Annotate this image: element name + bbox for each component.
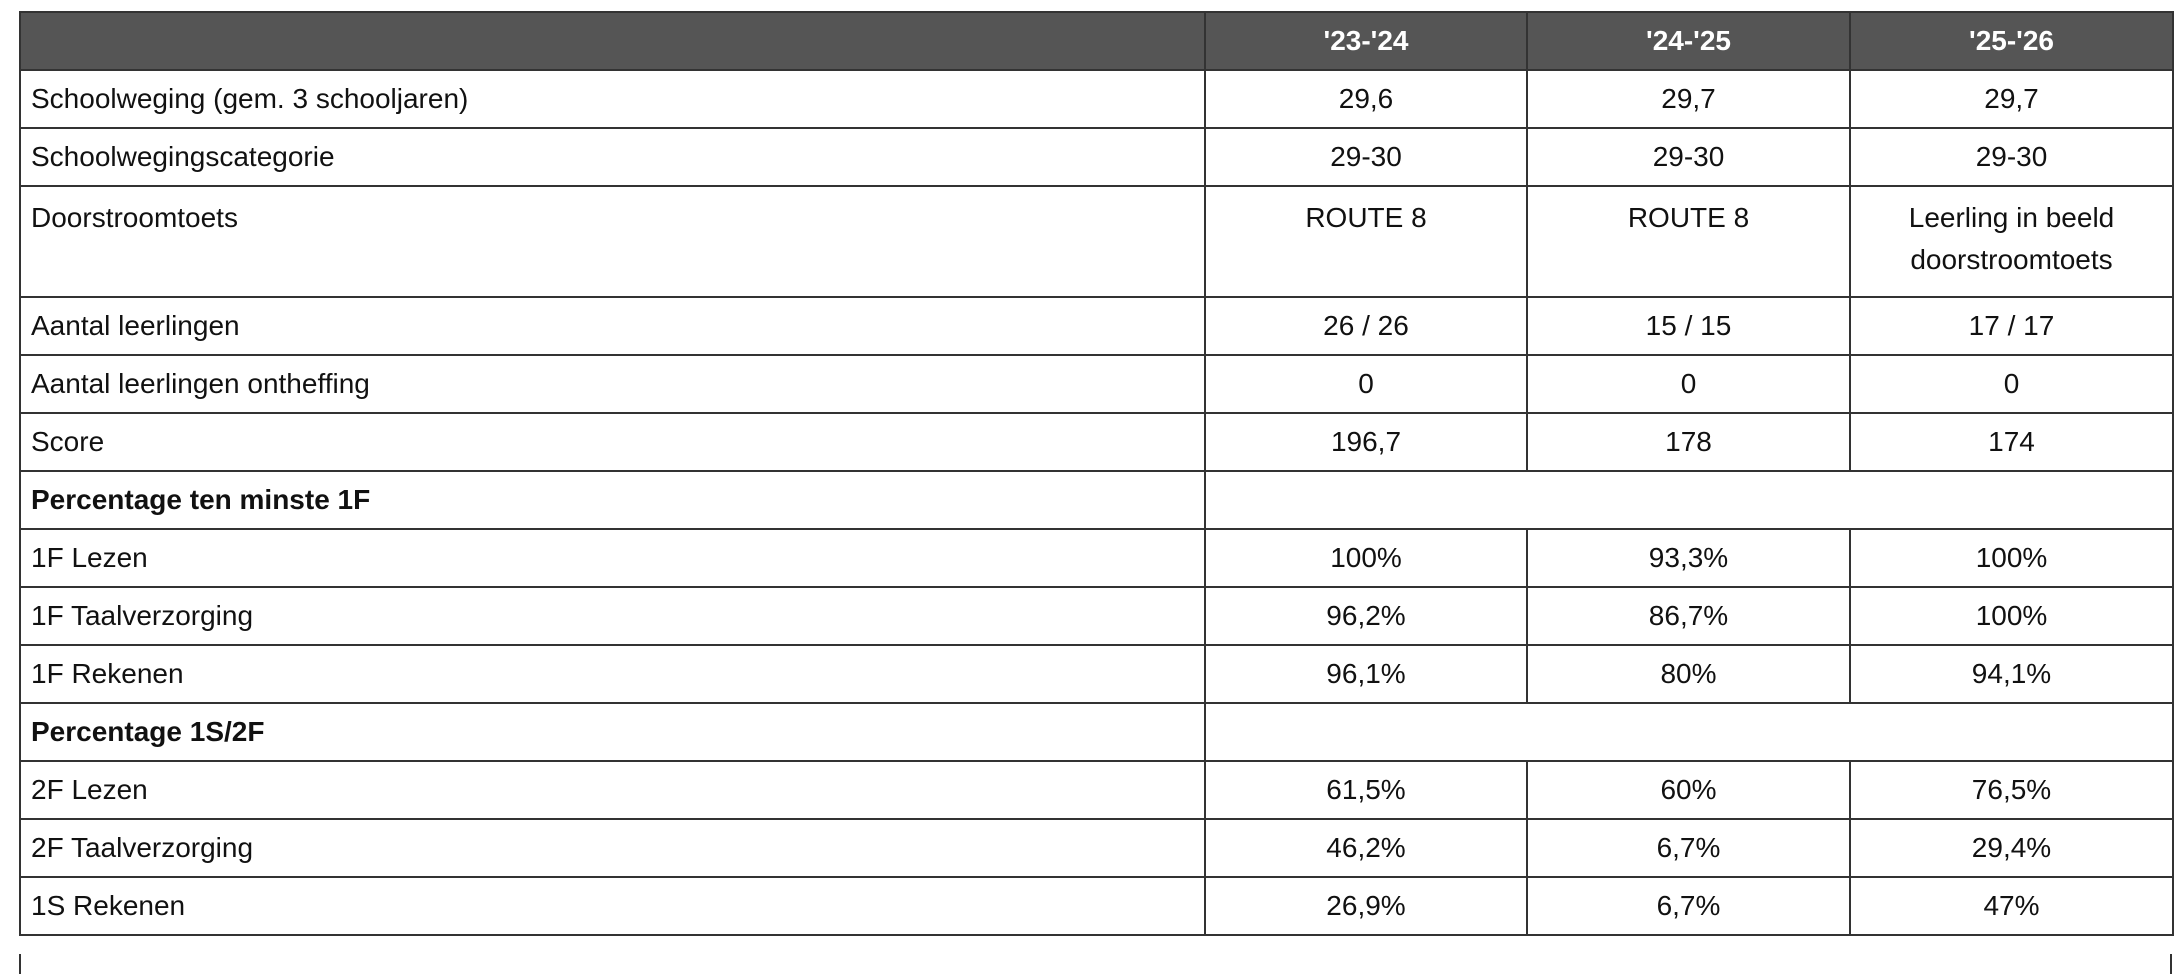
value-cell: 17 / 17: [1849, 296, 2174, 356]
value-cell: 26,9%: [1204, 876, 1528, 936]
data-row: Schoolweging (gem. 3 schooljaren) 29,6 29,…: [19, 69, 2174, 129]
header-row: '23-'24'24-'25'25-'26: [19, 11, 2174, 71]
row-label: 2F Lezen: [19, 760, 1206, 820]
row-label: 2F Taalverzorging: [19, 818, 1206, 878]
data-row: 2F Lezen 61,5% 60% 76,5%: [19, 760, 2174, 820]
row-label: Score: [19, 412, 1206, 472]
value-cell: 6,7%: [1526, 876, 1851, 936]
data-row: 1F Lezen 100% 93,3% 100%: [19, 528, 2174, 588]
value-cell: 100%: [1849, 586, 2174, 646]
row-label: Schoolwegingscategorie: [19, 127, 1206, 187]
data-row: Aantal leerlingen 26 / 26 15 / 15 17 / 17: [19, 296, 2174, 356]
section-label: Percentage ten minste 1F: [19, 470, 1206, 530]
value-cell: 93,3%: [1526, 528, 1851, 588]
value-cell: 94,1%: [1849, 644, 2174, 704]
row-label: 1F Lezen: [19, 528, 1206, 588]
value-cell: ROUTE 8: [1526, 185, 1851, 298]
data-row: Score 196,7 178 174: [19, 412, 2174, 472]
row-label: Doorstroomtoets: [19, 185, 1206, 298]
value-cell: 61,5%: [1204, 760, 1528, 820]
data-row: 1F Taalverzorging 96,2% 86,7% 100%: [19, 586, 2174, 646]
header-cell: [19, 11, 1206, 71]
data-row: Doorstroomtoets ROUTE 8 ROUTE 8 Leerling in…: [19, 185, 2174, 298]
section-row: Percentage 1S/2F: [19, 702, 2174, 762]
value-cell: 174: [1849, 412, 2174, 472]
row-label: Aantal leerlingen: [19, 296, 1206, 356]
value-cell: 46,2%: [1204, 818, 1528, 878]
value-cell: 15 / 15: [1526, 296, 1851, 356]
value-cell: 96,2%: [1204, 586, 1528, 646]
row-label: Aantal leerlingen ontheffing: [19, 354, 1206, 414]
value-cell: 29,7: [1849, 69, 2174, 129]
row-label: 1F Rekenen: [19, 644, 1206, 704]
value-cell: 0: [1849, 354, 2174, 414]
value-cell: 0: [1526, 354, 1851, 414]
data-row: 2F Taalverzorging 46,2% 6,7% 29,4%: [19, 818, 2174, 878]
value-cell: 47%: [1849, 876, 2174, 936]
value-cell: 96,1%: [1204, 644, 1528, 704]
value-cell: ROUTE 8: [1204, 185, 1528, 298]
column-header: '23-'24: [1204, 11, 1528, 71]
value-cell: 196,7: [1204, 412, 1528, 472]
results-table: '23-'24'24-'25'25-'26 Schoolweging (gem.…: [19, 11, 2174, 936]
column-header: '24-'25: [1526, 11, 1851, 71]
data-row: 1S Rekenen 26,9% 6,7% 47%: [19, 876, 2174, 936]
row-label: 1F Taalverzorging: [19, 586, 1206, 646]
row-label: Schoolweging (gem. 3 schooljaren): [19, 69, 1206, 129]
value-cell: Leerling in beeld doorstroomtoets: [1849, 185, 2174, 298]
value-cell: 100%: [1849, 528, 2174, 588]
value-cell: 76,5%: [1849, 760, 2174, 820]
value-cell: 29,4%: [1849, 818, 2174, 878]
data-row: Schoolwegingscategorie 29-30 29-30 29-30: [19, 127, 2174, 187]
value-cell: 80%: [1526, 644, 1851, 704]
value-cell: 178: [1526, 412, 1851, 472]
value-cell: 29-30: [1526, 127, 1851, 187]
section-span: [1204, 470, 2174, 530]
value-cell: 29,6: [1204, 69, 1528, 129]
section-row: Percentage ten minste 1F: [19, 470, 2174, 530]
data-row: Aantal leerlingen ontheffing 0 0 0: [19, 354, 2174, 414]
value-cell: 100%: [1204, 528, 1528, 588]
data-row: 1F Rekenen 96,1% 80% 94,1%: [19, 644, 2174, 704]
value-cell: 6,7%: [1526, 818, 1851, 878]
value-cell: 29-30: [1849, 127, 2174, 187]
row-label: 1S Rekenen: [19, 876, 1206, 936]
column-header: '25-'26: [1849, 11, 2174, 71]
section-label: Percentage 1S/2F: [19, 702, 1206, 762]
value-cell: 60%: [1526, 760, 1851, 820]
value-cell: 26 / 26: [1204, 296, 1528, 356]
value-cell: 86,7%: [1526, 586, 1851, 646]
value-cell: 29,7: [1526, 69, 1851, 129]
next-row: [19, 954, 2172, 974]
value-cell: 0: [1204, 354, 1528, 414]
value-cell: 29-30: [1204, 127, 1528, 187]
section-span: [1204, 702, 2174, 762]
